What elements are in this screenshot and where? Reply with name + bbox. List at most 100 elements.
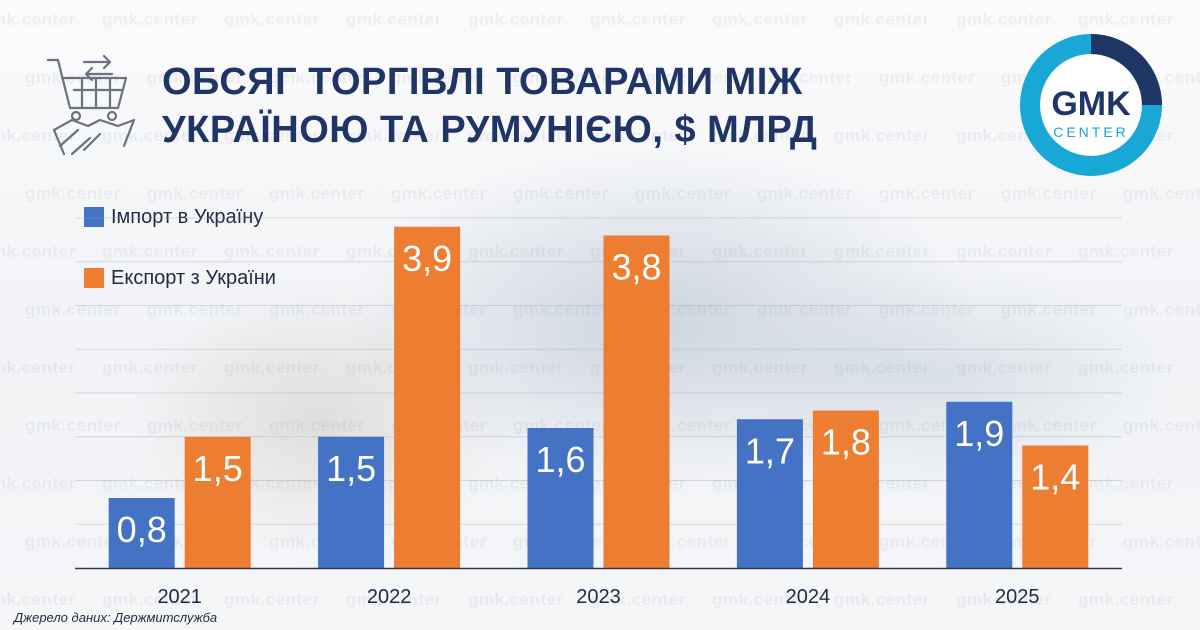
bar-export — [184, 436, 251, 568]
watermark-text: gmk.center — [25, 300, 121, 319]
watermark-text: gmk.center — [269, 416, 365, 435]
watermark-text: gmk.center — [468, 358, 564, 377]
bar-import — [736, 419, 803, 568]
watermark-text: gmk.center — [25, 532, 121, 551]
watermark-text: gmk.center — [346, 590, 442, 609]
watermark-text: gmk.center — [102, 10, 198, 29]
watermark-text: gmk.center — [468, 590, 564, 609]
watermark-text: gmk.center — [834, 126, 930, 145]
watermark-text: gmk.center — [956, 358, 1052, 377]
watermark-text: gmk.center — [25, 184, 121, 203]
legend-swatch-export — [84, 268, 104, 288]
chart-title-line-2: УКРАЇНОЮ ТА РУМУНІЄЮ, $ МЛРД — [162, 109, 818, 151]
legend-label-import: Імпорт в Україну — [111, 205, 264, 228]
watermark-text: gmk.center — [224, 358, 320, 377]
watermark-text: gmk.center — [1001, 300, 1097, 319]
bar-export — [1022, 445, 1089, 568]
watermark-text: gmk.center — [25, 416, 121, 435]
data-label: 1,7 — [745, 430, 795, 471]
watermark-text: gmk.center — [1001, 416, 1097, 435]
watermark-text: gmk.center — [834, 590, 930, 609]
watermark-text: gmk.center — [224, 242, 320, 261]
gmk-center-logo: GMK CENTER — [1020, 34, 1162, 176]
watermark-text: gmk.center — [468, 126, 564, 145]
watermark-text: gmk.center — [391, 68, 487, 87]
chart-title-line-1: ОБСЯГ ТОРГІВЛІ ТОВАРАМИ МІЖ — [162, 61, 803, 103]
watermark-text: gmk.center — [1123, 532, 1200, 551]
watermark-text: gmk.center — [879, 68, 975, 87]
legend-item-export: Експорт з України — [84, 264, 276, 292]
chart-title: ОБСЯГ ТОРГІВЛІ ТОВАРАМИ МІЖ УКРАЇНОЮ ТА … — [162, 58, 942, 154]
watermark-text: gmk.center — [956, 242, 1052, 261]
watermark-text: gmk.center — [879, 184, 975, 203]
watermark-text: gmk.center — [712, 242, 808, 261]
watermark-text: gmk.center — [635, 68, 731, 87]
data-label: 1,5 — [193, 448, 243, 489]
watermark-text: gmk.center — [0, 242, 76, 261]
watermark-text: gmk.center — [1123, 416, 1200, 435]
logo-bottom-text: CENTER — [1053, 124, 1129, 140]
x-tick-label: 2021 — [157, 586, 202, 608]
watermark-text: gmk.center — [468, 10, 564, 29]
watermark-text: gmk.center — [147, 68, 243, 87]
x-tick-label: 2025 — [995, 586, 1040, 608]
data-label: 3,8 — [611, 247, 661, 288]
x-tick-label: 2023 — [576, 586, 621, 608]
watermark-text: gmk.center — [712, 10, 808, 29]
watermark-text: gmk.center — [102, 358, 198, 377]
watermark-text: gmk.center — [102, 590, 198, 609]
bar-export — [394, 226, 461, 568]
trade-cart-handshake-icon — [46, 54, 136, 156]
watermark-text: gmk.center — [346, 126, 442, 145]
data-label: 1,8 — [821, 422, 871, 463]
watermark-text: gmk.center — [590, 590, 686, 609]
watermark-text: gmk.center — [590, 126, 686, 145]
watermark-text: gmk.center — [712, 126, 808, 145]
watermark-text: gmk.center — [879, 300, 975, 319]
watermark-text: gmk.center — [590, 10, 686, 29]
watermark-text: gmk.center — [635, 184, 731, 203]
data-label: 1,6 — [535, 439, 585, 480]
watermark-text: gmk.center — [1001, 184, 1097, 203]
watermark-text: gmk.center — [513, 68, 609, 87]
watermark-text: gmk.center — [757, 68, 853, 87]
watermark-text: gmk.center — [224, 126, 320, 145]
watermark-text: gmk.center — [1078, 242, 1174, 261]
watermark-text: gmk.center — [1123, 300, 1200, 319]
watermark-text: gmk.center — [269, 300, 365, 319]
legend-item-import: Імпорт в Україну — [84, 203, 276, 231]
watermark-text: gmk.center — [1123, 184, 1200, 203]
watermark-text: gmk.center — [834, 242, 930, 261]
x-tick-label: 2022 — [367, 586, 412, 608]
bar-import — [108, 498, 175, 568]
watermark-text: gmk.center — [834, 10, 930, 29]
bar-export — [812, 410, 879, 568]
watermark-text: gmk.center — [712, 590, 808, 609]
bar-import — [527, 428, 594, 568]
watermark-text: gmk.center — [102, 242, 198, 261]
watermark-text: gmk.center — [102, 474, 198, 493]
watermark-text: gmk.center — [513, 300, 609, 319]
watermark-text: gmk.center — [147, 300, 243, 319]
watermark-text: gmk.center — [391, 184, 487, 203]
logo-top-text: GMK — [1051, 85, 1131, 123]
bar-import — [946, 401, 1013, 568]
watermark-text: gmk.center — [269, 68, 365, 87]
watermark-text: gmk.center — [834, 358, 930, 377]
watermark-text: gmk.center — [468, 242, 564, 261]
data-label: 3,9 — [402, 238, 452, 279]
x-tick-label: 2024 — [786, 586, 831, 608]
watermark-text: gmk.center — [147, 184, 243, 203]
data-label: 1,4 — [1030, 457, 1080, 498]
bar-import — [318, 436, 385, 568]
watermark-text: gmk.center — [0, 10, 76, 29]
watermark-text: gmk.center — [0, 358, 76, 377]
bar-export — [603, 235, 670, 568]
watermark-text: gmk.center — [1078, 590, 1174, 609]
chart-legend: Імпорт в Україну Експорт з України — [84, 203, 276, 325]
legend-swatch-import — [84, 207, 104, 227]
watermark-text: gmk.center — [1078, 474, 1174, 493]
watermark-text: gmk.center — [757, 184, 853, 203]
watermark-text: gmk.center — [0, 126, 76, 145]
